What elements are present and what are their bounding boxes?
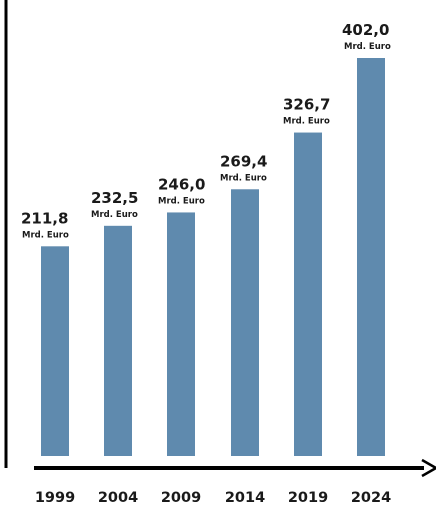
year-label-2014: 2014 — [225, 490, 265, 506]
unit-label-2009: Mrd. Euro — [158, 196, 205, 206]
value-labels-group: 211,8 Mrd. Euro 232,5 Mrd. Euro 246,0 Mrd. Eu… — [21, 21, 391, 240]
year-labels-group: 1999 2004 2009 2014 2019 2024 — [35, 490, 391, 506]
year-label-2009: 2009 — [161, 490, 201, 506]
unit-label-2004: Mrd. Euro — [91, 210, 138, 220]
bar-2009 — [167, 212, 195, 456]
x-axis-arrowhead — [421, 458, 436, 478]
bar-2004 — [104, 225, 132, 456]
unit-label-1999: Mrd. Euro — [22, 230, 69, 240]
year-label-2004: 2004 — [98, 490, 138, 506]
unit-label-2024: Mrd. Euro — [344, 42, 391, 52]
unit-label-2019: Mrd. Euro — [283, 117, 330, 127]
value-label-2019: 326,7 — [283, 96, 330, 114]
year-label-2019: 2019 — [288, 490, 328, 506]
bar-1999 — [41, 246, 69, 456]
value-label-1999: 211,8 — [21, 209, 68, 227]
bar-2014 — [231, 189, 259, 457]
value-label-2014: 269,4 — [220, 152, 267, 170]
value-label-2009: 246,0 — [158, 175, 205, 193]
year-label-2024: 2024 — [351, 490, 391, 506]
value-label-2004: 232,5 — [91, 189, 138, 207]
bars-group — [41, 58, 385, 457]
value-label-2024: 402,0 — [342, 21, 389, 39]
bar-2024 — [357, 58, 385, 456]
year-label-1999: 1999 — [35, 490, 75, 506]
unit-label-2014: Mrd. Euro — [220, 173, 267, 183]
bar-2019 — [294, 132, 322, 456]
